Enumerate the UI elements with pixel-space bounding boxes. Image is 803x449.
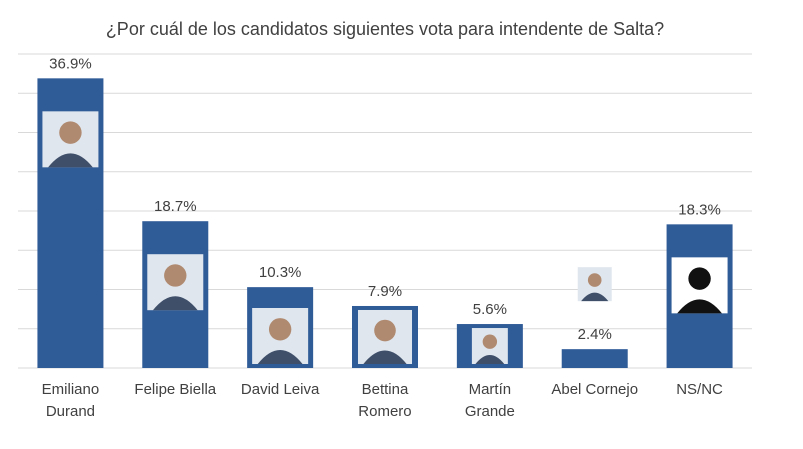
value-label: 2.4% bbox=[578, 326, 612, 343]
photo-head bbox=[164, 264, 187, 287]
x-tick-label: David Leiva bbox=[240, 381, 320, 398]
x-label-box: David Leiva bbox=[240, 381, 320, 398]
photo-head bbox=[482, 334, 498, 349]
x-tick-label: NS/NC bbox=[676, 381, 723, 398]
x-label-box: Emiliano Durand bbox=[41, 381, 100, 420]
candidate-photo bbox=[42, 111, 99, 168]
x-label-box: NS/NC bbox=[676, 381, 723, 398]
photo-head bbox=[59, 121, 82, 144]
x-tick-label: Bettina Romero bbox=[358, 381, 412, 420]
photo-body bbox=[257, 350, 303, 364]
candidate-photo bbox=[147, 254, 204, 311]
candidate-photo bbox=[471, 328, 508, 364]
value-label: 10.3% bbox=[259, 264, 302, 281]
x-label-box: Felipe Biella bbox=[134, 381, 217, 398]
value-label: 7.9% bbox=[368, 283, 402, 300]
photo-body bbox=[48, 153, 93, 168]
photo-head bbox=[268, 318, 292, 341]
chart-title: ¿Por cuál de los candidatos siguientes v… bbox=[106, 19, 664, 39]
x-tick-label: Emiliano Durand bbox=[41, 381, 100, 420]
candidate-photo bbox=[577, 267, 612, 302]
value-label: 5.6% bbox=[473, 301, 507, 318]
value-label: 36.9% bbox=[49, 55, 92, 72]
x-label-box: Abel Cornejo bbox=[551, 381, 639, 398]
x-tick-label: Abel Cornejo bbox=[551, 381, 639, 398]
value-label: 18.7% bbox=[154, 198, 197, 215]
photo-body bbox=[581, 292, 609, 302]
candidate-photo bbox=[252, 308, 309, 364]
x-label-box: Martín Grande bbox=[464, 381, 515, 420]
x-tick-label: Martín Grande bbox=[464, 381, 515, 420]
photo-body bbox=[677, 299, 722, 314]
x-tick-label: Felipe Biella bbox=[134, 381, 217, 398]
value-label: 18.3% bbox=[678, 201, 721, 218]
x-label-box: Bettina Romero bbox=[358, 381, 412, 420]
photo-head bbox=[374, 319, 396, 342]
candidate-photo bbox=[671, 257, 728, 314]
photo-body bbox=[363, 350, 407, 364]
photo-head bbox=[688, 267, 711, 290]
bar bbox=[561, 349, 628, 368]
photo-head bbox=[587, 273, 602, 287]
photo-body bbox=[475, 355, 505, 364]
candidate-photo bbox=[357, 309, 413, 364]
photo-body bbox=[152, 296, 198, 311]
